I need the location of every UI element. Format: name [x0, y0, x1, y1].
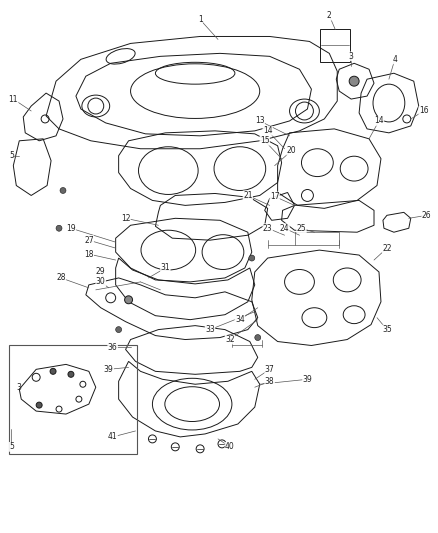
Text: 16: 16: [419, 107, 428, 116]
Text: 17: 17: [270, 192, 279, 201]
Text: 18: 18: [84, 249, 94, 259]
Text: 37: 37: [265, 365, 275, 374]
Circle shape: [60, 188, 66, 193]
Text: 4: 4: [392, 55, 397, 64]
Text: 26: 26: [422, 211, 431, 220]
Text: 39: 39: [303, 375, 312, 384]
Text: 21: 21: [243, 191, 253, 200]
Text: 35: 35: [382, 325, 392, 334]
Circle shape: [50, 368, 56, 374]
Text: 22: 22: [382, 244, 392, 253]
Text: 3: 3: [349, 52, 353, 61]
Text: 32: 32: [225, 335, 235, 344]
Text: 5: 5: [9, 151, 14, 160]
Text: 39: 39: [104, 365, 113, 374]
Text: 5: 5: [9, 442, 14, 451]
Text: 11: 11: [9, 94, 18, 103]
Circle shape: [124, 296, 133, 304]
Text: 14: 14: [374, 116, 384, 125]
Text: 19: 19: [66, 224, 76, 233]
Circle shape: [68, 372, 74, 377]
Text: 3: 3: [17, 383, 22, 392]
Text: 15: 15: [260, 136, 269, 146]
Circle shape: [56, 225, 62, 231]
Text: 36: 36: [108, 343, 117, 352]
Circle shape: [255, 335, 261, 341]
Text: 2: 2: [327, 11, 332, 20]
Text: 29: 29: [96, 268, 106, 277]
Text: 38: 38: [265, 377, 275, 386]
Text: 41: 41: [108, 432, 117, 441]
Text: 1: 1: [198, 15, 202, 24]
Text: 14: 14: [263, 126, 272, 135]
Circle shape: [116, 327, 122, 333]
Text: 34: 34: [235, 315, 245, 324]
Circle shape: [349, 76, 359, 86]
Circle shape: [249, 255, 255, 261]
Text: 24: 24: [280, 224, 290, 233]
Text: 31: 31: [161, 263, 170, 272]
Text: 25: 25: [297, 224, 306, 233]
Text: 27: 27: [84, 236, 94, 245]
Bar: [9, 344, 137, 454]
Text: 28: 28: [56, 273, 66, 282]
Text: 40: 40: [225, 442, 235, 451]
Text: 23: 23: [263, 224, 272, 233]
Text: 12: 12: [121, 214, 131, 223]
Text: 33: 33: [205, 325, 215, 334]
Text: 20: 20: [287, 146, 297, 155]
Text: 13: 13: [255, 116, 265, 125]
Circle shape: [36, 402, 42, 408]
Text: 30: 30: [96, 277, 106, 286]
